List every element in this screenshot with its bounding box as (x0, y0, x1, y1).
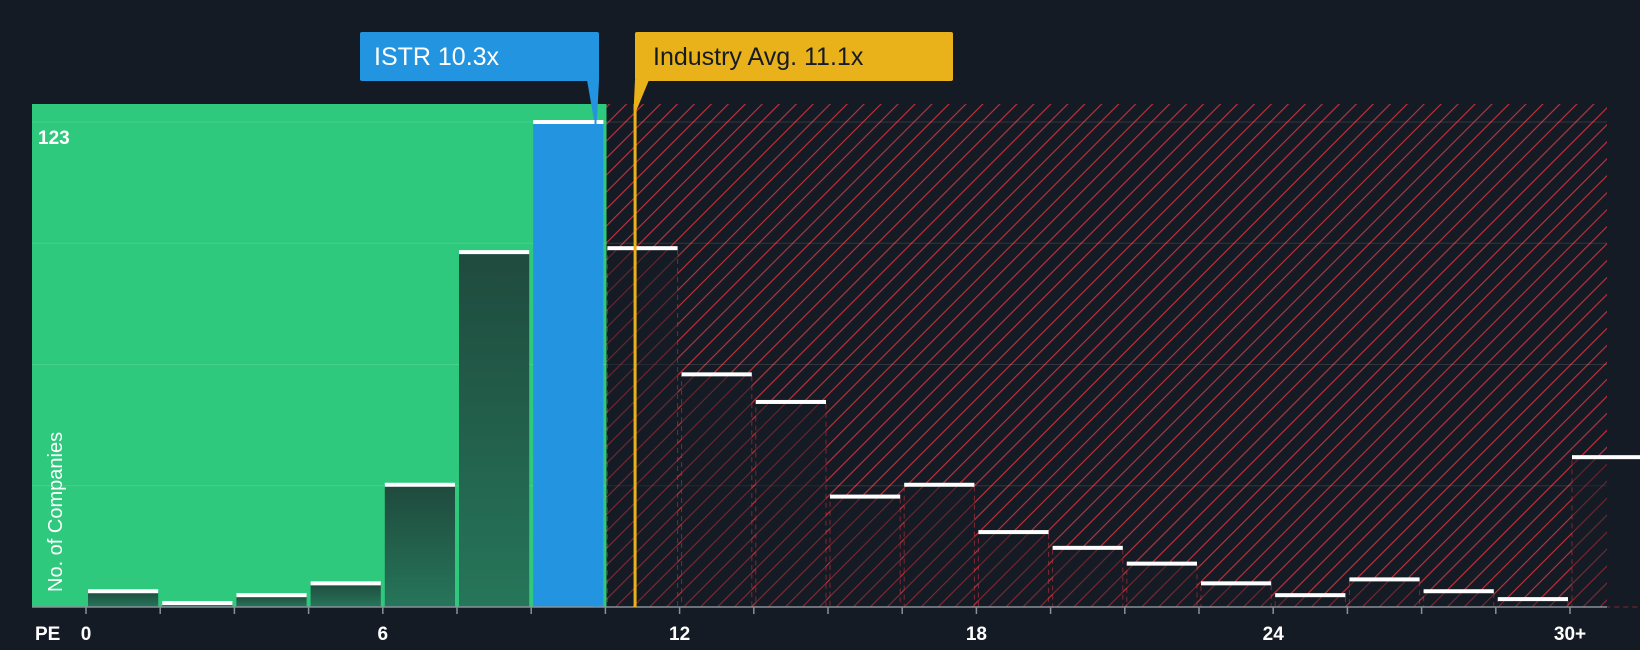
histogram-bar (1275, 595, 1346, 607)
histogram-bar (88, 591, 159, 607)
x-tick-label: 6 (378, 624, 389, 645)
y-max-label: 123 (38, 128, 70, 149)
histogram-bar-cap (1126, 561, 1197, 566)
histogram-bar-outline (1571, 456, 1640, 608)
company-callout-pointer (587, 80, 599, 120)
histogram-bar-cap (830, 494, 901, 499)
x-tick-label: 30+ (1554, 624, 1586, 645)
histogram-bar (384, 484, 455, 607)
histogram-bar-cap (533, 120, 604, 124)
histogram-bars (88, 120, 1640, 608)
x-tick-label: 24 (1263, 624, 1285, 645)
histogram-bar (1126, 563, 1197, 607)
x-tick-label: 12 (669, 624, 690, 645)
histogram-bar-cap (607, 246, 678, 251)
histogram-bar-cap (1423, 589, 1494, 594)
histogram-bar-outline (606, 247, 679, 608)
company-pe-label: ISTR 10.3x (374, 43, 500, 71)
y-axis-label: No. of Companies (45, 432, 67, 592)
industry-callout-pointer (633, 80, 649, 110)
x-tick-label: 0 (81, 624, 92, 645)
histogram-bar-outline (1497, 598, 1569, 608)
histogram-bar (310, 583, 381, 607)
histogram-bar (830, 496, 901, 607)
histogram-bar-cap (459, 250, 530, 255)
histogram-bar (978, 532, 1049, 607)
histogram-bar (1349, 579, 1420, 607)
histogram-bar-outline (829, 496, 901, 608)
histogram-bar (1201, 583, 1272, 607)
industry-callout: Industry Avg. 11.1x (633, 32, 953, 607)
x-tick-label: 18 (966, 624, 987, 645)
x-axis-label: PE (35, 624, 60, 645)
histogram-bar-cap (755, 399, 826, 404)
histogram-bar-cap (1052, 545, 1123, 550)
x-axis-ticks: 0 6 12 18 24 30+ (81, 607, 1586, 645)
histogram-bar (1572, 457, 1640, 607)
company-callout: ISTR 10.3x (360, 32, 599, 607)
histogram-bar-outline (1348, 578, 1421, 608)
industry-callout-box (635, 32, 953, 81)
histogram-bar-cap (310, 581, 381, 586)
histogram-bar-cap (1497, 597, 1568, 602)
histogram-bar (1497, 599, 1568, 607)
histogram-bar-cap (681, 372, 752, 377)
histogram-bar (533, 122, 604, 607)
histogram-bar-cap (236, 593, 307, 598)
histogram-bar (607, 248, 678, 607)
histogram-bar-cap (384, 482, 455, 487)
histogram-bar-cap (88, 589, 159, 594)
histogram-bar-cap (1349, 577, 1420, 582)
histogram-bar (236, 595, 307, 607)
histogram-bar (904, 484, 975, 607)
histogram-bar-cap (978, 530, 1049, 535)
histogram-bar-cap (1572, 455, 1640, 460)
histogram-bar (1052, 547, 1123, 607)
histogram-bar-cap (1275, 593, 1346, 598)
company-callout-box (360, 32, 599, 81)
histogram-bar (681, 374, 752, 607)
histogram-bar (1423, 591, 1494, 607)
histogram-bar (755, 401, 826, 607)
histogram-bar-cap (162, 601, 233, 606)
histogram-bar-cap (1201, 581, 1272, 586)
histogram-bar-cap (904, 482, 975, 487)
industry-avg-label: Industry Avg. 11.1x (653, 43, 864, 71)
histogram-bar (459, 252, 530, 607)
